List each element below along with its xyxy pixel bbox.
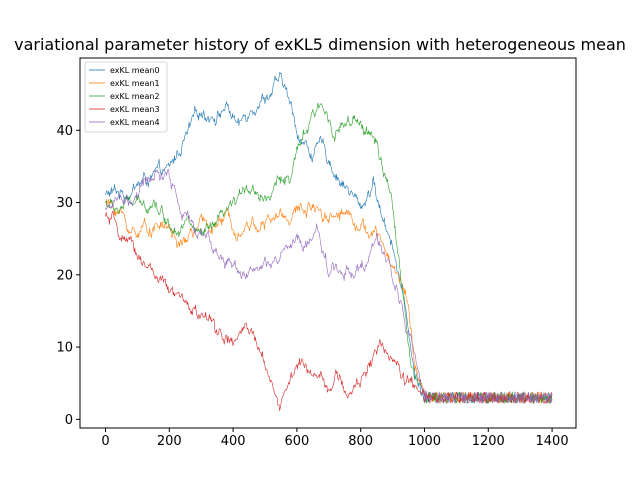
- legend-frame: [84, 61, 168, 133]
- legend-label-0: exKL mean0: [110, 66, 160, 75]
- y-tick-label: 0: [65, 413, 73, 428]
- x-tick-label: 1000: [408, 434, 441, 449]
- y-axis: 0 10 20 30 40: [56, 124, 80, 428]
- x-tick-label: 400: [221, 434, 246, 449]
- chart-title: variational parameter history of exKL5 d…: [14, 35, 626, 54]
- legend-label-2: exKL mean2: [110, 92, 160, 101]
- legend-label-3: exKL mean3: [110, 105, 160, 114]
- plot-area-frame: [79, 57, 577, 429]
- x-tick-label: 600: [284, 434, 309, 449]
- x-tick-label: 1200: [472, 434, 505, 449]
- x-tick-label: 200: [157, 434, 182, 449]
- y-tick-label: 30: [56, 196, 73, 211]
- x-tick-label: 0: [101, 434, 109, 449]
- x-tick-label: 1400: [536, 434, 569, 449]
- legend-label-4: exKL mean4: [110, 118, 160, 127]
- y-tick-label: 40: [56, 124, 73, 139]
- series-line-3: [105, 211, 553, 411]
- x-tick-label: 800: [348, 434, 373, 449]
- x-axis: 0 200 400 600 800 1000 1200 1400: [101, 428, 569, 449]
- legend: exKL mean0 exKL mean1 exKL mean2 exKL mean3…: [84, 61, 168, 133]
- series-layer: [105, 72, 553, 411]
- series-line-4: [105, 169, 553, 404]
- legend-label-1: exKL mean1: [110, 79, 160, 88]
- y-tick-label: 10: [56, 341, 73, 356]
- y-tick-label: 20: [56, 268, 73, 283]
